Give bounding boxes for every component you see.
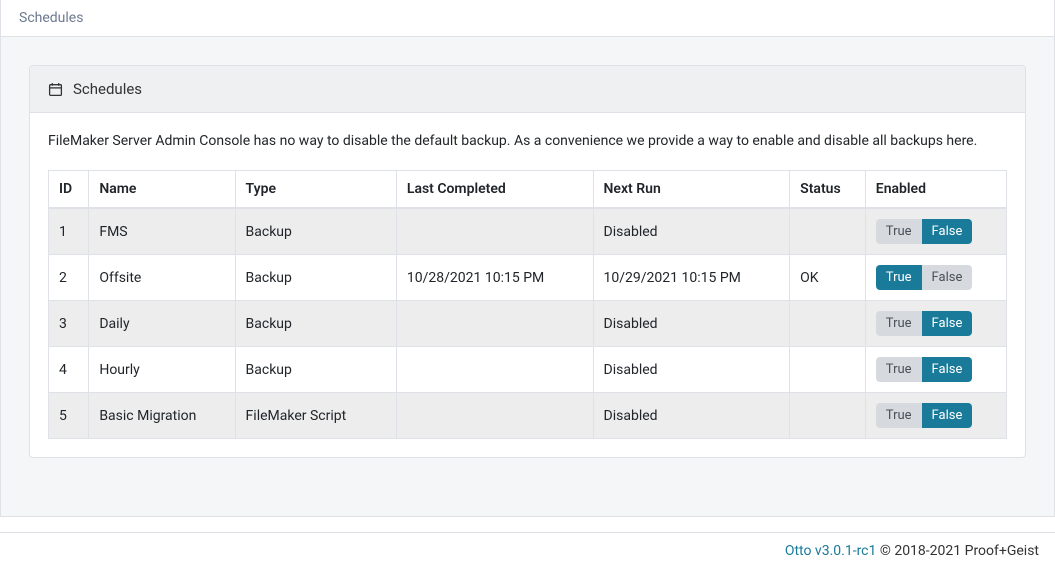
col-header-next-run: Next Run — [593, 171, 790, 209]
cell-next_run: Disabled — [593, 347, 790, 393]
col-header-name: Name — [89, 171, 235, 209]
col-header-enabled: Enabled — [865, 171, 1006, 209]
cell-last_completed — [396, 208, 593, 255]
col-header-status: Status — [790, 171, 866, 209]
cell-type: Backup — [235, 255, 396, 301]
cell-name: Daily — [89, 301, 235, 347]
breadcrumb: Schedules — [0, 0, 1055, 37]
cell-id: 1 — [49, 208, 89, 255]
enabled-toggle: TrueFalse — [876, 311, 973, 336]
cell-id: 4 — [49, 347, 89, 393]
cell-status — [790, 347, 866, 393]
table-row: 5Basic MigrationFileMaker Script Disabled… — [49, 393, 1007, 439]
cell-enabled: TrueFalse — [865, 255, 1006, 301]
cell-next_run: Disabled — [593, 208, 790, 255]
cell-type: Backup — [235, 347, 396, 393]
cell-next_run: 10/29/2021 10:15 PM — [593, 255, 790, 301]
table-row: 3DailyBackup Disabled TrueFalse — [49, 301, 1007, 347]
toggle-true-button[interactable]: True — [876, 357, 922, 382]
schedules-table: ID Name Type Last Completed Next Run Sta… — [48, 170, 1007, 439]
enabled-toggle: TrueFalse — [876, 403, 973, 428]
cell-type: Backup — [235, 301, 396, 347]
toggle-false-button[interactable]: False — [922, 357, 973, 382]
cell-last_completed — [396, 301, 593, 347]
cell-name: Basic Migration — [89, 393, 235, 439]
cell-id: 5 — [49, 393, 89, 439]
table-header-row: ID Name Type Last Completed Next Run Sta… — [49, 171, 1007, 209]
cell-last_completed: 10/28/2021 10:15 PM — [396, 255, 593, 301]
card-header: Schedules — [30, 66, 1025, 113]
cell-name: Hourly — [89, 347, 235, 393]
cell-type: FileMaker Script — [235, 393, 396, 439]
cell-status — [790, 393, 866, 439]
cell-last_completed — [396, 347, 593, 393]
toggle-false-button[interactable]: False — [922, 311, 973, 336]
breadcrumb-text: Schedules — [19, 10, 83, 26]
cell-status — [790, 208, 866, 255]
toggle-false-button[interactable]: False — [922, 219, 973, 244]
schedules-card: Schedules FileMaker Server Admin Console… — [29, 65, 1026, 458]
cell-enabled: TrueFalse — [865, 393, 1006, 439]
table-row: 1FMSBackup Disabled TrueFalse — [49, 208, 1007, 255]
cell-next_run: Disabled — [593, 393, 790, 439]
table-row: 4HourlyBackup Disabled TrueFalse — [49, 347, 1007, 393]
col-header-id: ID — [49, 171, 89, 209]
cell-next_run: Disabled — [593, 301, 790, 347]
toggle-false-button[interactable]: False — [922, 403, 973, 428]
cell-name: FMS — [89, 208, 235, 255]
toggle-true-button[interactable]: True — [876, 403, 922, 428]
toggle-true-button[interactable]: True — [876, 265, 922, 290]
cell-id: 3 — [49, 301, 89, 347]
footer-copyright: © 2018-2021 Proof+Geist — [876, 543, 1039, 559]
toggle-true-button[interactable]: True — [876, 311, 922, 336]
cell-type: Backup — [235, 208, 396, 255]
cell-enabled: TrueFalse — [865, 347, 1006, 393]
card-body: FileMaker Server Admin Console has no wa… — [30, 113, 1025, 457]
enabled-toggle: TrueFalse — [876, 219, 973, 244]
calendar-icon — [48, 82, 63, 97]
cell-last_completed — [396, 393, 593, 439]
col-header-last-completed: Last Completed — [396, 171, 593, 209]
content-area: Schedules FileMaker Server Admin Console… — [0, 37, 1055, 517]
toggle-false-button[interactable]: False — [922, 265, 973, 290]
table-row: 2OffsiteBackup10/28/2021 10:15 PM10/29/2… — [49, 255, 1007, 301]
footer: Otto v3.0.1-rc1 © 2018-2021 Proof+Geist — [0, 532, 1055, 569]
enabled-toggle: TrueFalse — [876, 265, 973, 290]
cell-status — [790, 301, 866, 347]
cell-status: OK — [790, 255, 866, 301]
cell-id: 2 — [49, 255, 89, 301]
cell-enabled: TrueFalse — [865, 301, 1006, 347]
card-title: Schedules — [73, 80, 142, 98]
col-header-type: Type — [235, 171, 396, 209]
enabled-toggle: TrueFalse — [876, 357, 973, 382]
cell-name: Offsite — [89, 255, 235, 301]
cell-enabled: TrueFalse — [865, 208, 1006, 255]
card-description: FileMaker Server Admin Console has no wa… — [48, 131, 1007, 152]
footer-version-link[interactable]: Otto v3.0.1-rc1 — [785, 543, 877, 559]
toggle-true-button[interactable]: True — [876, 219, 922, 244]
